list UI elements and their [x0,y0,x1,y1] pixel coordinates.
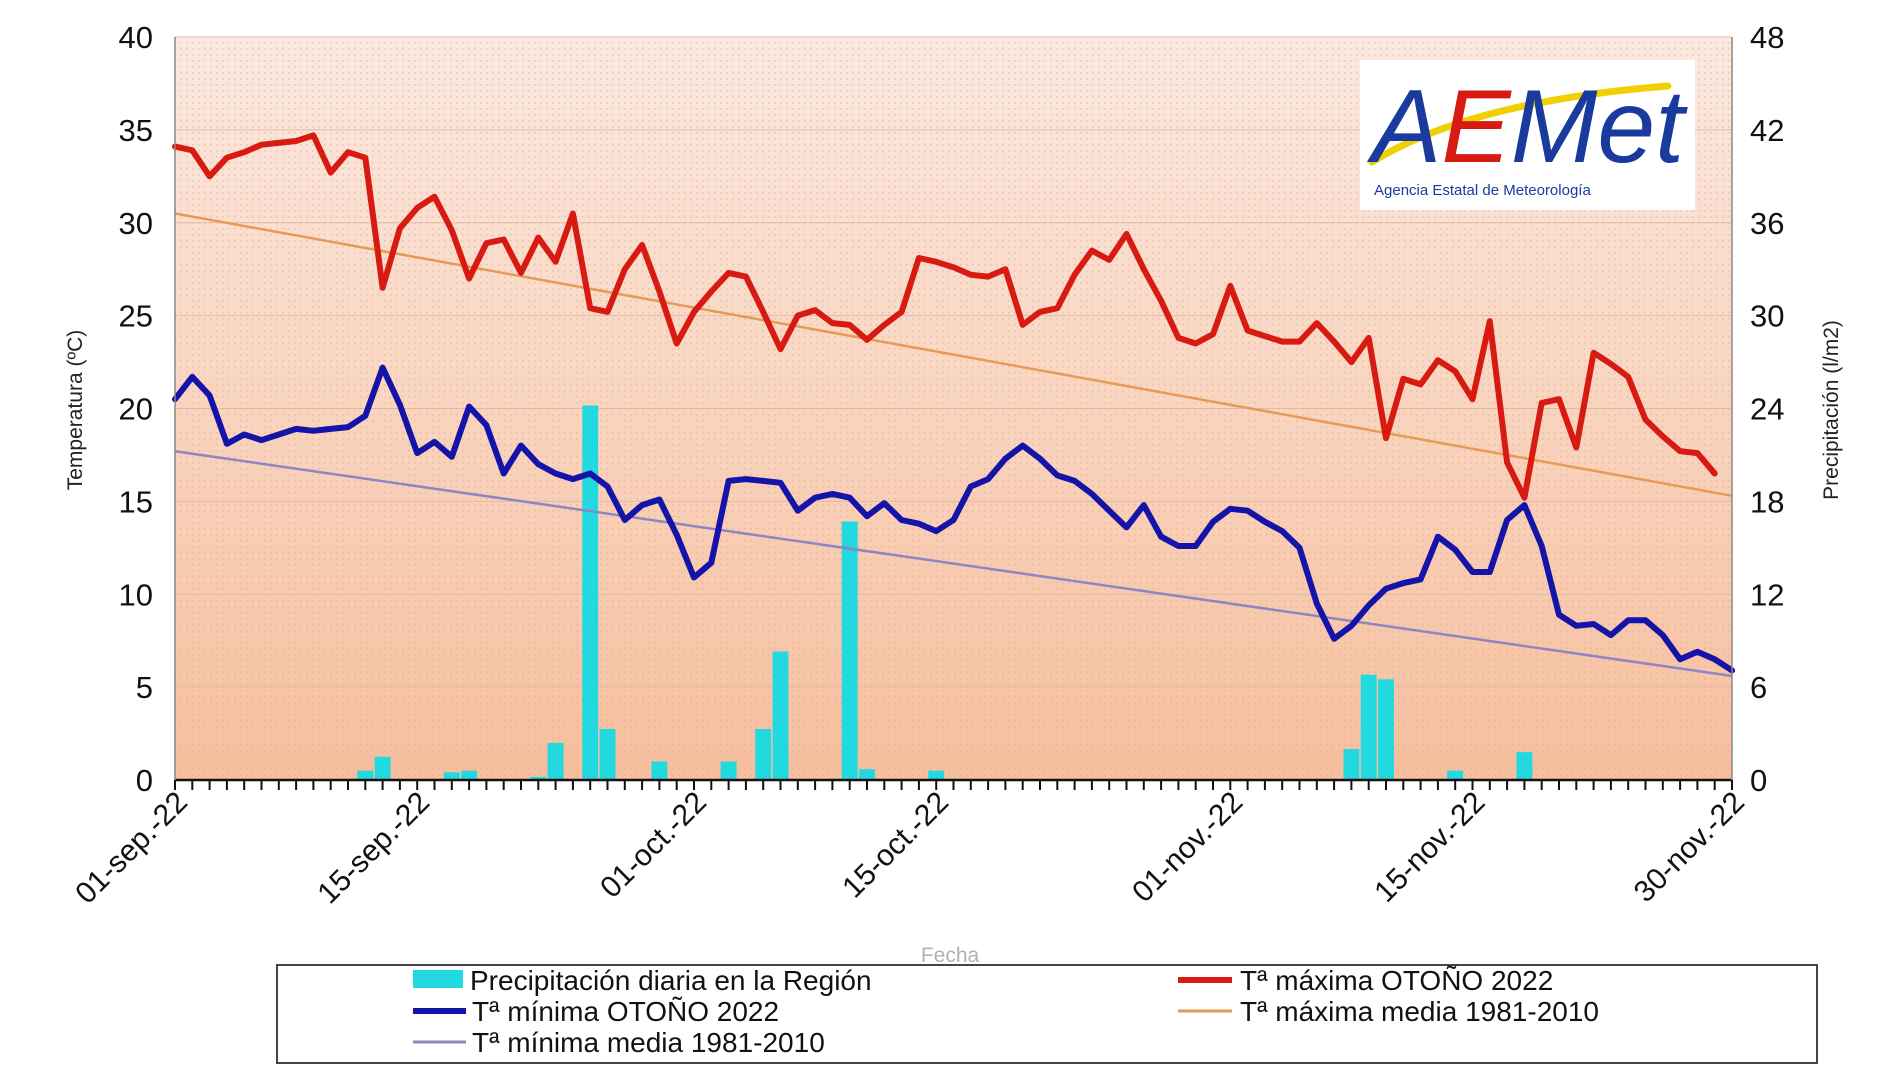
y-tick-labels-left: 0 5 10 15 20 25 30 35 40 [119,20,153,798]
legend-label-tmin: Tª mínima OTOÑO 2022 [472,996,779,1027]
precip-bar [755,728,772,780]
x-tick-label: 15-nov.-22 [1368,786,1491,909]
x-tick-marks [174,780,1733,790]
precip-bar [859,769,875,780]
x-tick-labels: 01-sep.-22 15-sep.-22 01-oct.-22 15-oct.-22… [69,786,1751,911]
y2-tick-label: 36 [1750,206,1784,241]
series-line [172,132,1718,501]
precip-bar [547,742,564,780]
y2-tick-label: 48 [1750,20,1784,55]
precip-bar [599,728,616,780]
precip-bar [461,770,478,780]
legend: Precipitación diaria en la Región Tª máx… [276,964,1818,1064]
precip-bar [1516,752,1533,780]
precip-bar [1378,679,1394,780]
legend-label-tmin-mean: Tª mínima media 1981-2010 [472,1027,825,1058]
precip-bar [841,521,858,780]
trend-lines [174,212,1733,678]
precip-bar [582,405,599,780]
x-tick-label: 01-nov.-22 [1126,786,1249,909]
y2-tick-label: 30 [1750,299,1784,334]
logo-subtitle: Agencia Estatal de Meteorología [1374,182,1591,199]
precip-bar [443,772,460,780]
x-tick-label: 01-oct.-22 [594,786,713,905]
x-tick-label: 15-oct.-22 [836,786,955,905]
y2-tick-label: 12 [1750,577,1784,612]
y-tick-label: 30 [119,206,153,241]
series-line [172,364,1735,674]
logo-swoosh [1368,82,1672,166]
y2-tick-label: 42 [1750,113,1784,148]
precip-bar [720,761,737,780]
y-tick-label: 40 [119,20,153,55]
precipitation-bars [357,405,1533,780]
precip-bar [530,776,547,780]
y2-tick-label: 6 [1750,670,1767,705]
temperature-lines [172,132,1735,674]
aemet-logo: AEMet Agencia Estatal de Meteorología [1360,60,1695,210]
y-tick-label: 5 [136,670,153,705]
logo-wordmark: AEMet [1366,69,1688,185]
y-axis-title-left: Temperatura (ºC) [64,330,87,491]
legend-label-precip: Precipitación diaria en la Región [470,965,872,996]
trend-line [174,212,1733,498]
legend-label-tmax: Tª máxima OTOÑO 2022 [1240,965,1553,996]
precip-bar [928,770,945,780]
legend-box [276,964,1818,1064]
x-tick-label: 30-nov.-22 [1628,786,1751,909]
y2-tick-label: 18 [1750,484,1784,519]
y-tick-label: 15 [119,484,153,519]
legend-swatch-precip [413,970,463,988]
precip-bar [772,651,789,780]
y2-tick-label: 24 [1750,392,1784,427]
x-axis-title: Fecha [921,944,980,967]
y-tick-label: 10 [119,577,153,612]
y-tick-label: 35 [119,113,153,148]
y2-tick-label: 0 [1750,763,1767,798]
y-tick-label: 0 [136,763,153,798]
y-tick-label: 25 [119,299,153,334]
x-tick-label: 15-sep.-22 [311,786,436,911]
legend-label-tmax-mean: Tª máxima media 1981-2010 [1240,996,1599,1027]
precip-bar [357,770,374,780]
precip-bar [651,761,668,780]
precip-bar [374,756,391,780]
precip-bar [1343,749,1360,780]
y-axis-title-right: Precipitación (l/m2) [1820,320,1843,500]
y-tick-labels-right: 0 6 12 18 24 30 36 42 48 [1750,20,1784,798]
x-tick-label: 01-sep.-22 [69,786,194,911]
trend-line [174,449,1733,678]
precip-bar [1447,770,1464,780]
y-tick-label: 20 [119,392,153,427]
precip-bar [1360,674,1377,780]
